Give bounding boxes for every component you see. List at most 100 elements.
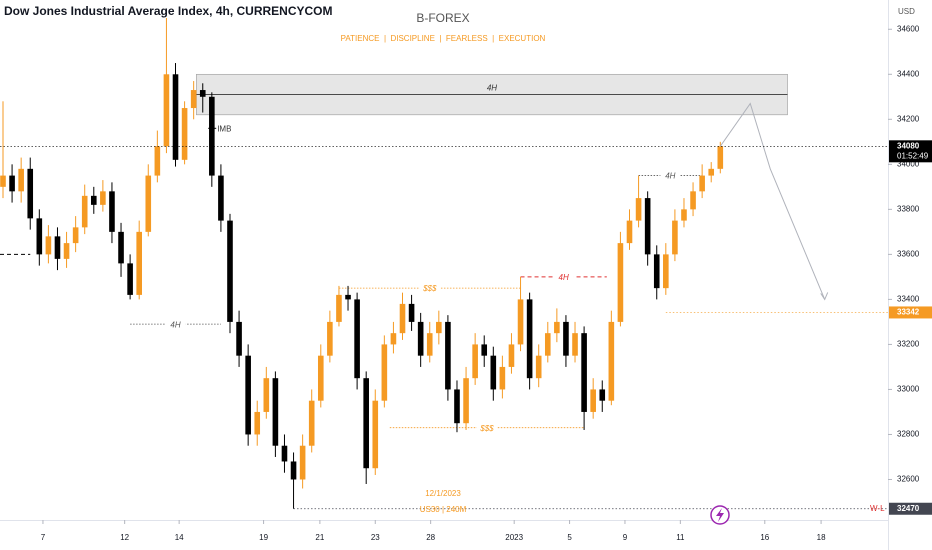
level-label: 4H xyxy=(170,320,180,329)
candle-body xyxy=(336,294,342,322)
candle-body xyxy=(635,198,642,221)
candle-body xyxy=(27,168,34,219)
x-tick-label: 18 xyxy=(817,533,826,542)
level-label-bg xyxy=(419,283,440,294)
candle-body xyxy=(36,218,43,255)
candle-body xyxy=(81,195,88,228)
level-label: 4H xyxy=(559,273,569,282)
candle-body xyxy=(45,236,52,255)
currency: USD xyxy=(898,7,915,16)
x-tick-label: 2023 xyxy=(505,533,523,542)
candle-body xyxy=(290,461,297,480)
level-label: 4H xyxy=(665,172,675,181)
candle-body xyxy=(472,344,478,379)
x-tick-label: 5 xyxy=(567,533,572,542)
x-tick-label: 21 xyxy=(315,533,324,542)
candle-body xyxy=(299,445,306,480)
candle-body xyxy=(653,254,660,289)
candle-body xyxy=(90,195,97,205)
x-tick-label: 9 xyxy=(623,533,628,542)
candle-body xyxy=(163,74,170,147)
y-tick-label: 34200 xyxy=(897,114,920,123)
candle-body xyxy=(626,220,633,244)
alert-bolt[interactable] xyxy=(716,508,724,522)
note: 12/1/2023 xyxy=(425,489,461,498)
low-label: W-L xyxy=(870,504,885,513)
countdown: 01:52:49 xyxy=(897,151,929,160)
candle-body xyxy=(381,344,388,401)
level-label-bg xyxy=(553,271,574,282)
x-tick-label: 14 xyxy=(175,533,184,542)
candle-body xyxy=(390,333,397,345)
candle-body xyxy=(563,321,569,356)
candle-body xyxy=(317,355,324,401)
x-tick-label: 28 xyxy=(426,533,435,542)
x-tick-label: 12 xyxy=(120,533,129,542)
zone-label: 4H xyxy=(487,84,497,93)
candle-body xyxy=(354,299,360,379)
candle-body xyxy=(72,227,79,244)
candle-body xyxy=(190,90,197,109)
candle-body xyxy=(345,294,351,300)
candle-body xyxy=(708,168,715,176)
level-label: $$$ xyxy=(422,284,437,293)
candle-body xyxy=(308,400,315,446)
x-tick-label: 11 xyxy=(676,533,685,542)
projection-arrow xyxy=(820,292,829,301)
candle-body xyxy=(681,209,687,221)
projection-path xyxy=(719,102,826,300)
candle-body xyxy=(127,263,133,295)
x-tick-label: 19 xyxy=(259,533,268,542)
candle-body xyxy=(327,321,333,356)
y-tick-label: 32800 xyxy=(897,430,920,439)
candle-body xyxy=(181,108,188,160)
candle-body xyxy=(100,191,106,205)
y-tick-label: 32600 xyxy=(897,475,920,484)
candle-body xyxy=(508,344,515,367)
candle-body xyxy=(254,411,261,435)
alert-icon[interactable] xyxy=(710,505,730,525)
candle-body xyxy=(544,333,551,356)
candle-body xyxy=(363,378,369,469)
y-tick-label: 33400 xyxy=(897,295,920,304)
y-tick-label: 34600 xyxy=(897,24,920,33)
candle-body xyxy=(18,168,24,192)
candle-body xyxy=(699,175,705,192)
candle-body xyxy=(463,378,469,424)
candle-body xyxy=(672,220,678,255)
candle-body xyxy=(445,321,451,390)
candle-body xyxy=(608,321,615,401)
candle-body xyxy=(426,333,433,356)
x-tick-label: 23 xyxy=(371,533,380,542)
candle-body xyxy=(118,231,124,264)
candle-body xyxy=(236,321,242,356)
candle-body xyxy=(617,243,624,322)
candle-body xyxy=(717,146,724,169)
candle-body xyxy=(690,191,696,210)
chart-title: Dow Jones Industrial Average Index, 4h, … xyxy=(4,4,333,18)
candle-body xyxy=(554,321,560,334)
y-tick-label: 34400 xyxy=(897,69,920,78)
candle-body xyxy=(590,389,596,412)
candle-body xyxy=(499,366,506,390)
candle-body xyxy=(535,355,542,379)
price-tag xyxy=(889,502,932,515)
level-label-bg xyxy=(165,319,186,330)
candle-body xyxy=(490,355,497,390)
candle-body xyxy=(154,146,161,176)
candle-body xyxy=(454,389,460,424)
note: US30 | 240M xyxy=(420,505,467,514)
price-tag-label: 34080 xyxy=(897,141,920,150)
candle-body xyxy=(263,378,270,412)
price-tag-label: 33342 xyxy=(897,308,920,317)
candle-body xyxy=(572,333,578,356)
candle-body xyxy=(136,231,142,295)
candle-body xyxy=(109,191,115,232)
candle-body xyxy=(145,175,152,232)
price-tag xyxy=(889,140,932,163)
candle-body xyxy=(281,445,288,462)
level-label-bg xyxy=(660,170,681,181)
candle-body xyxy=(599,389,606,401)
